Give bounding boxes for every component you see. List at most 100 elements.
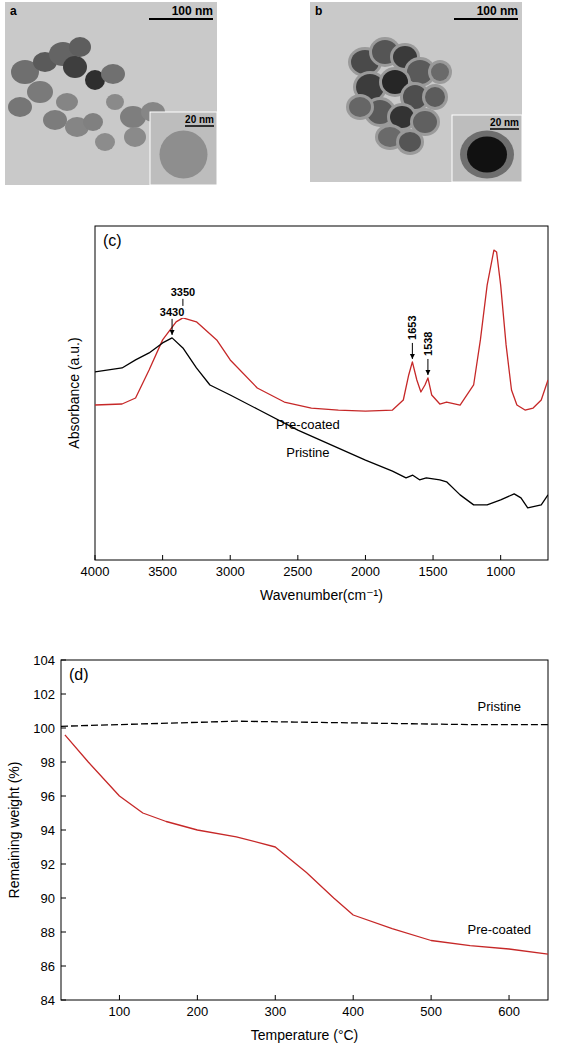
x-tick-label: 1000 <box>486 564 515 579</box>
series-label: Pristine <box>286 445 329 460</box>
x-tick <box>365 555 366 560</box>
scale-bar-label: 100 nm <box>172 4 213 18</box>
y-tick <box>61 796 66 797</box>
annotation: 3430 <box>159 306 185 335</box>
plot-frame <box>61 660 548 1000</box>
y-tick <box>61 660 66 661</box>
particle-shell <box>346 94 374 120</box>
label-patch <box>170 286 196 298</box>
annotation-text: 3430 <box>160 306 184 318</box>
annotation-arrowhead <box>170 330 175 335</box>
x-tick-label: 500 <box>420 1004 442 1019</box>
particle <box>43 110 67 130</box>
plot-area <box>61 721 548 954</box>
label-patch <box>405 314 418 340</box>
series-line <box>65 735 548 954</box>
y-tick <box>61 1000 66 1001</box>
particle <box>399 132 421 152</box>
x-tick <box>297 555 298 560</box>
x-tick-label: 2500 <box>283 564 312 579</box>
y-tick-label: 88 <box>41 925 55 940</box>
particle <box>83 113 103 131</box>
particle <box>349 97 371 117</box>
x-tick-label: 3500 <box>148 564 177 579</box>
y-tick <box>61 898 66 899</box>
x-tick-label: 3000 <box>216 564 245 579</box>
particle-shell <box>396 129 424 155</box>
scale-bar <box>149 18 213 20</box>
x-axis-title: Wavenumber(cm⁻¹) <box>260 587 383 603</box>
annotation-arrowhead <box>410 354 415 359</box>
x-tick <box>197 995 198 1000</box>
particle <box>69 37 91 57</box>
tem-background <box>5 2 217 185</box>
particle <box>425 87 445 107</box>
y-tick-label: 92 <box>41 857 55 872</box>
annotation: 1653 <box>405 314 418 358</box>
y-tick-label: 102 <box>33 687 55 702</box>
y-tick-label: 94 <box>41 823 55 838</box>
chart: 4000350030002500200015001000Wavenumber(c… <box>66 226 548 603</box>
y-tick-label: 86 <box>41 959 55 974</box>
particle <box>8 97 32 117</box>
annotation-text: 1538 <box>422 331 434 355</box>
inset <box>452 115 522 182</box>
series-label: Pristine <box>478 699 521 714</box>
x-tick-label: 600 <box>498 1004 520 1019</box>
particle <box>101 64 125 84</box>
x-tick-label: 4000 <box>81 564 110 579</box>
x-tick <box>275 995 276 1000</box>
inset-scale-bar <box>185 125 214 127</box>
chart: 1002003004005006008486889092949698100102… <box>6 653 548 1044</box>
scale-bar <box>454 18 518 20</box>
x-tick <box>353 995 354 1000</box>
y-tick-label: 104 <box>33 653 55 668</box>
inset-particle <box>467 137 507 173</box>
inset <box>150 112 217 185</box>
annotation-arrowhead <box>425 370 430 375</box>
x-tick <box>230 555 231 560</box>
scale-bar-label: 100 nm <box>477 4 518 18</box>
inset-scale-bar-label: 20 nm <box>185 114 214 125</box>
label-patch <box>421 330 434 356</box>
x-axis-title: Temperature (°C) <box>251 1027 359 1043</box>
annotation-text: 3350 <box>171 286 195 298</box>
tem-background <box>310 2 522 182</box>
panel-letter: b <box>315 4 322 18</box>
y-tick <box>61 932 66 933</box>
panel-label: (c) <box>103 232 122 249</box>
inset-particle <box>160 131 208 179</box>
particle <box>27 81 53 103</box>
annotation-text: 1653 <box>406 315 418 339</box>
particle <box>56 93 78 111</box>
x-tick-label: 400 <box>342 1004 364 1019</box>
series-label: Pre-coated <box>468 922 532 937</box>
plot-area <box>95 250 548 508</box>
y-tick <box>61 830 66 831</box>
series-line <box>95 338 548 508</box>
x-tick <box>433 555 434 560</box>
y-tick <box>61 864 66 865</box>
particle <box>95 133 115 151</box>
y-tick-label: 96 <box>41 789 55 804</box>
x-tick-label: 300 <box>264 1004 286 1019</box>
particle <box>106 94 124 110</box>
y-tick-label: 90 <box>41 891 55 906</box>
inset-scale-bar <box>490 128 519 130</box>
figure: a100 nm20 nmb100 nm20 nm4000350030002500… <box>0 0 571 1059</box>
y-axis-title: Remaining weight (%) <box>6 762 22 899</box>
particle <box>413 111 437 133</box>
label-patch <box>159 306 185 318</box>
inset-scale-bar-label: 20 nm <box>490 117 519 128</box>
x-tick <box>162 555 163 560</box>
x-tick <box>119 995 120 1000</box>
y-tick-label: 98 <box>41 755 55 770</box>
y-tick <box>61 694 66 695</box>
particle-shell <box>428 60 452 84</box>
x-tick-label: 200 <box>187 1004 209 1019</box>
particle <box>124 127 146 147</box>
y-axis-title: Absorbance (a.u.) <box>66 337 82 448</box>
x-tick-label: 1500 <box>419 564 448 579</box>
x-tick <box>500 555 501 560</box>
y-tick <box>61 966 66 967</box>
